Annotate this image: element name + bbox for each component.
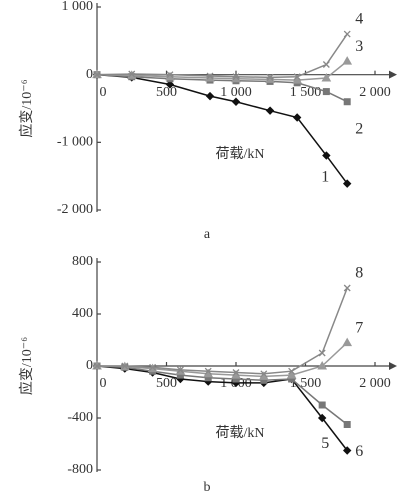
series-line <box>97 287 348 375</box>
x-tick-label: 0 <box>100 85 107 100</box>
marker <box>318 349 326 357</box>
marker <box>206 72 214 80</box>
y-tick-label: 1 000 <box>62 0 94 14</box>
x-axis-label: 荷载/kN <box>216 146 265 162</box>
marker <box>322 151 331 160</box>
marker <box>343 98 351 106</box>
marker <box>149 363 157 371</box>
y-axis-label: 应变/10⁻⁶ <box>18 79 35 137</box>
marker <box>176 366 184 374</box>
subplot-label: b <box>204 480 211 495</box>
marker <box>322 61 330 68</box>
marker <box>205 91 215 101</box>
marker <box>288 367 296 375</box>
marker <box>266 73 274 81</box>
subplot-label: a <box>204 227 211 242</box>
x-tick-label: 1 000 <box>220 85 252 100</box>
x-tick-label: 500 <box>156 85 177 100</box>
x-tick-label: 2 000 <box>359 376 391 391</box>
marker <box>231 97 241 106</box>
y-tick-label: -400 <box>67 410 93 425</box>
y-tick-label: -800 <box>67 462 93 477</box>
series-label: 2 <box>355 120 363 137</box>
marker <box>121 362 129 370</box>
marker <box>317 413 327 423</box>
series-line <box>96 342 348 378</box>
series-line <box>96 365 348 451</box>
series-label: 7 <box>355 319 363 336</box>
marker <box>93 71 101 79</box>
marker <box>343 30 351 38</box>
marker <box>321 73 332 82</box>
series-label: 6 <box>355 443 363 460</box>
marker <box>204 367 212 375</box>
series-label: 5 <box>321 435 329 452</box>
marker <box>265 106 275 115</box>
x-axis-arrow <box>389 362 397 370</box>
marker <box>166 71 174 79</box>
marker <box>232 73 240 81</box>
y-tick-label: 400 <box>72 306 93 321</box>
marker <box>318 401 326 409</box>
x-axis-label: 荷载/kN <box>216 425 265 441</box>
y-tick-label: 0 <box>86 358 93 373</box>
series-label: 3 <box>355 38 363 55</box>
y-tick-label: 800 <box>72 254 93 269</box>
y-tick-label: -2 000 <box>57 202 93 217</box>
series-label: 1 <box>321 168 329 185</box>
marker <box>342 179 352 188</box>
y-tick-label: 0 <box>86 67 93 82</box>
marker <box>342 337 353 347</box>
marker <box>165 80 175 89</box>
marker <box>128 70 136 78</box>
x-tick-label: 500 <box>156 376 177 391</box>
marker <box>93 362 101 370</box>
x-axis-arrow <box>389 70 397 79</box>
series-label: 4 <box>355 11 363 28</box>
x-tick-label: 1 500 <box>290 85 322 100</box>
marker <box>322 88 330 96</box>
marker <box>293 73 301 81</box>
marker <box>232 369 240 376</box>
series-line <box>96 365 348 426</box>
marker <box>292 113 302 122</box>
marker <box>343 284 351 292</box>
x-tick-label: 2 000 <box>359 85 391 100</box>
marker <box>343 421 351 428</box>
series-label: 8 <box>355 265 363 282</box>
marker <box>260 370 268 378</box>
x-tick-label: 0 <box>100 376 107 391</box>
marker <box>286 370 297 379</box>
y-tick-label: -1 000 <box>57 135 93 150</box>
y-axis-label: 应变/10⁻⁶ <box>18 337 35 395</box>
marker <box>317 360 328 370</box>
marker <box>342 446 352 455</box>
marker <box>342 56 353 65</box>
